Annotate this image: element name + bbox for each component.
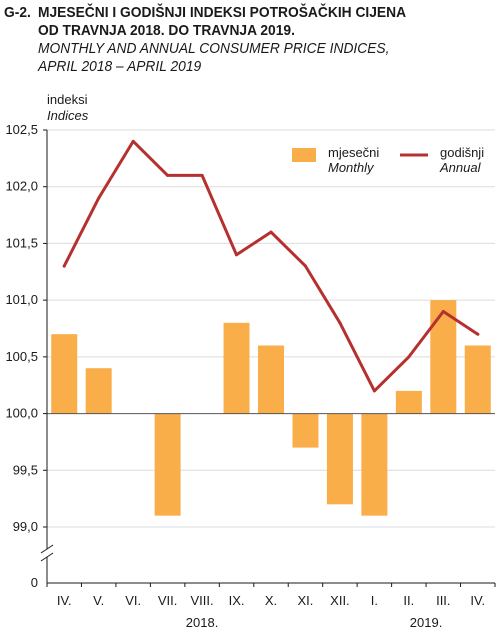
x-tick-label: VI. xyxy=(125,593,141,608)
y-tick-label-zero: 0 xyxy=(31,575,38,590)
annual-point xyxy=(476,332,480,336)
axes xyxy=(40,129,496,587)
monthly-bar xyxy=(361,413,388,516)
grid-lines xyxy=(47,129,495,528)
y-tick-label: 99,5 xyxy=(13,462,38,477)
figure-code: G-2. xyxy=(4,4,31,21)
y-axis-unit: indeksi Indices xyxy=(47,92,88,124)
monthly-bar xyxy=(395,390,422,414)
monthly-bar xyxy=(326,413,353,505)
x-tick-label: III. xyxy=(436,593,450,608)
y-axis-label-en: Indices xyxy=(47,108,89,123)
axis-break-mark xyxy=(40,544,54,554)
annual-point xyxy=(131,139,135,143)
annual-point xyxy=(303,264,307,268)
monthly-bar xyxy=(51,334,78,414)
x-tick-label: IV. xyxy=(57,593,72,608)
monthly-bar xyxy=(430,300,457,414)
monthly-bar xyxy=(154,413,181,516)
y-tick-label: 101,5 xyxy=(5,235,38,250)
legend-swatch-monthly xyxy=(292,148,316,162)
x-tick-label: IV. xyxy=(470,593,485,608)
axis-break-mark xyxy=(40,552,54,562)
legend-label-annual: godišnji xyxy=(440,145,484,160)
annual-point xyxy=(97,196,101,200)
y-tick-label: 99,0 xyxy=(13,519,38,534)
annual-point xyxy=(338,321,342,325)
annual-point xyxy=(166,173,170,177)
monthly-bars xyxy=(51,300,491,516)
annual-point xyxy=(372,389,376,393)
annual-point xyxy=(62,264,66,268)
y-tick-label: 101,0 xyxy=(5,292,38,307)
annual-point xyxy=(235,253,239,257)
title-hr-line1: MJESEČNI I GODIŠNJI INDEKSI POTROŠAČKIH … xyxy=(38,4,407,21)
figure-title: G-2. MJESEČNI I GODIŠNJI INDEKSI POTROŠA… xyxy=(4,4,494,76)
annual-point xyxy=(200,173,204,177)
annual-point xyxy=(441,309,445,313)
axis-labels: 102,5 102,0 101,5 101,0 100,5 100,0 99,5 99,0 0 I… xyxy=(5,122,485,630)
legend-label-monthly: mjesečni xyxy=(328,145,379,160)
title-hr-line2: OD TRAVNJA 2018. DO TRAVNJA 2019. xyxy=(38,22,295,39)
legend-label-annual-en: Annual xyxy=(439,160,482,175)
x-tick-label: V. xyxy=(93,593,104,608)
y-axis-label-hr: indeksi xyxy=(47,92,88,107)
annual-point xyxy=(269,230,273,234)
y-tick-label: 102,0 xyxy=(5,179,38,194)
x-tick-label: II. xyxy=(403,593,414,608)
x-tick-label: VIII. xyxy=(191,593,214,608)
annual-point xyxy=(407,355,411,359)
monthly-bar xyxy=(85,368,112,414)
y-tick-label: 100,5 xyxy=(5,349,38,364)
x-tick-label: I. xyxy=(371,593,378,608)
x-tick-label: VII. xyxy=(158,593,178,608)
x-tick-label: IX. xyxy=(229,593,245,608)
year-label: 2019. xyxy=(410,615,443,630)
annual-line xyxy=(62,139,480,393)
x-tick-label: XI. xyxy=(298,593,314,608)
year-label: 2018. xyxy=(186,615,219,630)
title-en-line2: APRIL 2018 – APRIL 2019 xyxy=(38,58,202,75)
y-tick-label: 102,5 xyxy=(5,122,38,137)
monthly-bar xyxy=(292,413,319,448)
x-tick-label: XII. xyxy=(330,593,350,608)
monthly-bar xyxy=(258,345,284,414)
monthly-bar xyxy=(223,322,250,414)
monthly-bar xyxy=(464,345,491,414)
x-tick-label: X. xyxy=(265,593,277,608)
legend-label-monthly-en: Monthly xyxy=(328,160,375,175)
title-en-line1: MONTHLY AND ANNUAL CONSUMER PRICE INDICE… xyxy=(38,40,390,57)
y-tick-label: 100,0 xyxy=(5,406,38,421)
